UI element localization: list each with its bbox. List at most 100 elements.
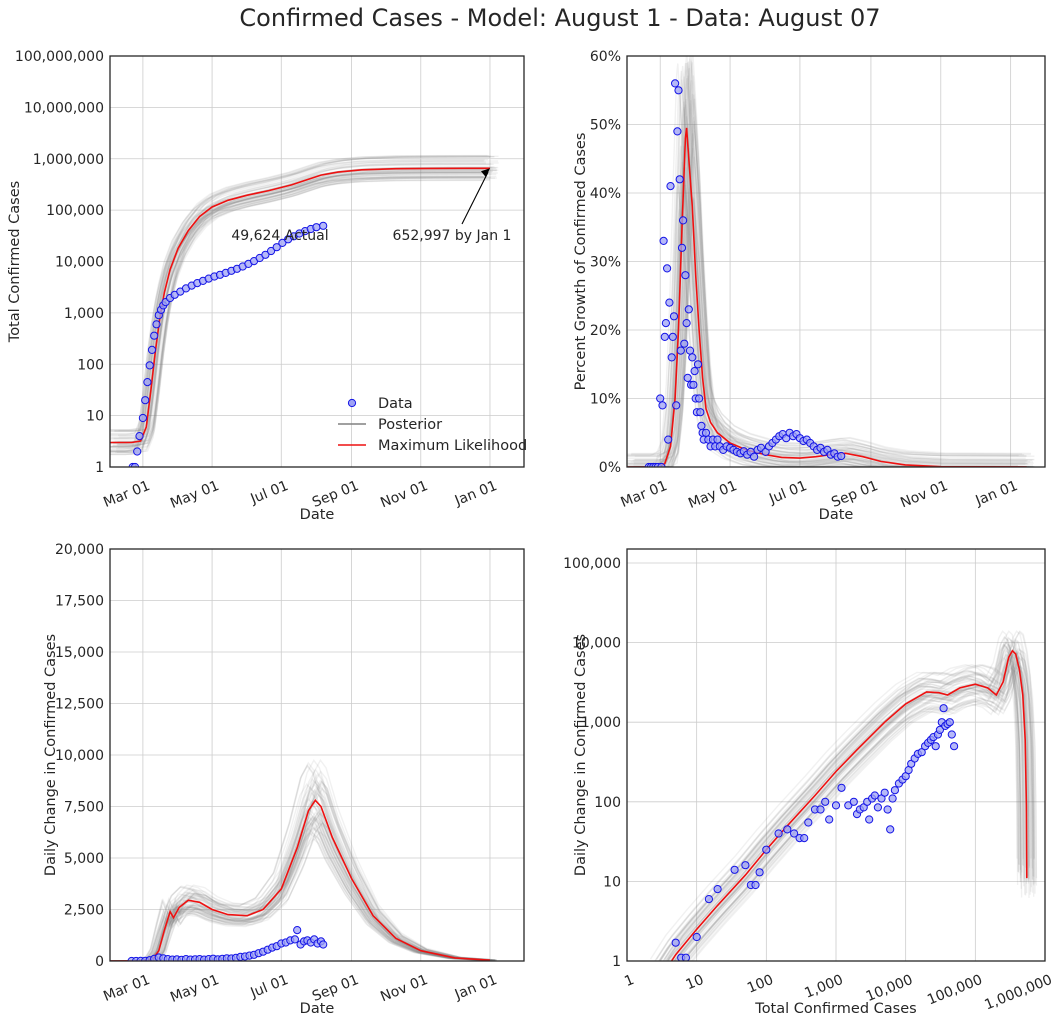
- posterior-sample: [680, 649, 1038, 961]
- data-point: [816, 805, 825, 814]
- posterior-sample: [110, 783, 489, 961]
- legend-label: Maximum Likelihood: [378, 438, 527, 454]
- posterior-sample: [116, 782, 497, 961]
- data-point: [290, 935, 299, 944]
- figure-title: Confirmed Cases - Model: August 1 - Data…: [239, 4, 880, 32]
- annotation-arrow: [461, 172, 489, 225]
- y-tick-label: 2,500: [64, 903, 104, 919]
- posterior-sample: [667, 653, 1022, 961]
- data-point: [668, 332, 677, 341]
- data-point: [680, 339, 689, 348]
- data-point: [755, 868, 764, 877]
- posterior-sample: [110, 780, 490, 961]
- posterior-sample: [115, 808, 496, 961]
- data-point: [804, 818, 813, 827]
- posterior-sample: [112, 170, 493, 447]
- posterior-sample: [653, 635, 1020, 961]
- data-point: [661, 319, 671, 328]
- data-point: [751, 880, 760, 890]
- posterior-sample: [649, 630, 1018, 960]
- y-tick-label: 100,000: [563, 556, 621, 572]
- posterior-sample: [681, 655, 1034, 961]
- posterior-sample: [654, 636, 1020, 961]
- posterior-sample: [669, 639, 1033, 961]
- posterior-sample: [668, 650, 1025, 961]
- data-point: [701, 428, 711, 437]
- posterior-sample: [113, 790, 494, 961]
- posterior-sample: [114, 831, 495, 961]
- legend-label: Data: [378, 396, 413, 412]
- axes-frame-growth: [626, 55, 1046, 468]
- y-axis-label: Total Confirmed Cases: [7, 181, 23, 343]
- posterior-sample: [673, 657, 1025, 961]
- posterior-sample: [666, 639, 1031, 961]
- x-axis-label: Total Confirmed Cases: [754, 1001, 916, 1017]
- data-point: [319, 221, 328, 230]
- posterior-sample: [110, 817, 488, 961]
- posterior-sample: [662, 646, 1022, 961]
- posterior-sample: [112, 171, 493, 448]
- y-tick-label: 15,000: [55, 645, 104, 661]
- posterior-sample: [111, 176, 492, 453]
- posterior-sample: [110, 826, 488, 961]
- posterior-sample: [110, 179, 490, 455]
- posterior-sample: [677, 648, 1035, 961]
- y-tick-label: 100: [594, 795, 621, 811]
- posterior-sample: [627, 76, 1025, 467]
- posterior-sample: [691, 668, 1035, 961]
- data-point: [741, 861, 750, 870]
- posterior-sample: [110, 785, 485, 961]
- arrow-head-icon: [480, 168, 490, 178]
- posterior-sample: [110, 782, 482, 961]
- data-point: [666, 182, 675, 191]
- posterior-sample: [110, 768, 491, 961]
- y-tick-label: 1,000,000: [33, 152, 104, 168]
- y-tick-label: 0%: [599, 460, 621, 476]
- legend-marker-icon: [347, 398, 357, 408]
- legend: Data Posterior Maximum Likelihood: [338, 396, 527, 454]
- data-point: [890, 786, 900, 795]
- posterior-sample: [632, 62, 1033, 461]
- data-point: [849, 797, 858, 806]
- data-point: [674, 86, 683, 95]
- posterior-sample: [111, 173, 492, 450]
- data-point: [831, 801, 841, 810]
- data-point: [750, 452, 759, 461]
- posterior-sample: [685, 656, 1038, 961]
- data-point: [293, 926, 302, 935]
- data-point: [656, 394, 665, 403]
- data-points-growth: [644, 79, 846, 467]
- posterior-sample: [110, 811, 491, 961]
- data-point: [672, 401, 681, 410]
- posterior-sample: [117, 168, 498, 445]
- posterior-sample: [110, 758, 489, 961]
- data-point: [665, 298, 674, 307]
- data-point: [880, 788, 889, 797]
- posterior-sample: [110, 827, 483, 961]
- posterior-sample: [634, 156, 1035, 467]
- data-point: [138, 413, 147, 423]
- y-tick-label: 20,000: [55, 542, 104, 558]
- y-tick-label: 100: [77, 357, 104, 373]
- posterior-sample: [115, 811, 496, 961]
- posterior-sample: [677, 651, 1034, 961]
- grid-daily: [110, 548, 524, 962]
- panel-growth: 0%10%20%30%40%50%60%Mar 01 May 01 Jul 01 Se…: [573, 49, 1046, 523]
- data-point: [821, 797, 830, 806]
- posterior-sample: [631, 56, 1031, 456]
- y-tick-label: 100,000,000: [15, 49, 104, 65]
- data-point: [143, 378, 152, 387]
- data-point: [837, 451, 846, 461]
- posterior-sample: [117, 172, 498, 448]
- posterior-sample: [110, 155, 489, 431]
- data-point: [783, 825, 792, 834]
- posterior-sample: [116, 822, 497, 961]
- posterior-sample: [110, 179, 491, 455]
- posterior-sample: [627, 63, 1026, 459]
- posterior-sample: [114, 812, 495, 961]
- y-tick-label: 1,000: [581, 715, 621, 731]
- posterior-sample: [110, 801, 486, 961]
- data-point: [935, 725, 945, 735]
- posterior-sample: [116, 169, 497, 446]
